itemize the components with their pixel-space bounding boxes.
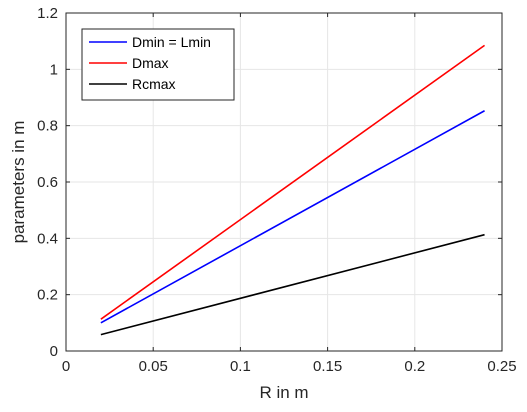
- x-tick-label: 0.15: [313, 358, 342, 375]
- x-tick-label: 0.2: [404, 358, 425, 375]
- legend-label: Rcmax: [132, 76, 176, 92]
- x-axis-label: R in m: [259, 383, 308, 402]
- y-tick-label: 1.2: [37, 5, 58, 22]
- x-tick-label: 0: [62, 358, 70, 375]
- y-tick-label: 0.2: [37, 287, 58, 304]
- series-line-2: [100, 233, 485, 336]
- legend: Dmin = Lmin Dmax Rcmax: [81, 28, 235, 101]
- y-tick-label: 1: [50, 61, 58, 78]
- y-axis-label: parameters in m: [9, 121, 28, 244]
- legend-label: Dmax: [132, 55, 169, 71]
- series-line-0: [100, 110, 485, 324]
- legend-label: Dmin = Lmin: [132, 34, 211, 50]
- ticks: 0 0.05 0.1 0.15 0.2 0.25 0 0.2 0.4 0.6 0.8 1 1.2: [37, 5, 516, 375]
- x-tick-label: 0.25: [487, 358, 516, 375]
- series-lines: [100, 44, 486, 336]
- y-tick-label: 0: [50, 343, 58, 360]
- x-tick-label: 0.05: [139, 358, 168, 375]
- x-tick-label: 0.1: [230, 358, 251, 375]
- legend-box: [81, 28, 235, 101]
- y-tick-label: 0.6: [37, 174, 58, 191]
- series-line-1: [100, 44, 486, 320]
- y-tick-label: 0.4: [37, 230, 58, 247]
- y-tick-label: 0.8: [37, 118, 58, 135]
